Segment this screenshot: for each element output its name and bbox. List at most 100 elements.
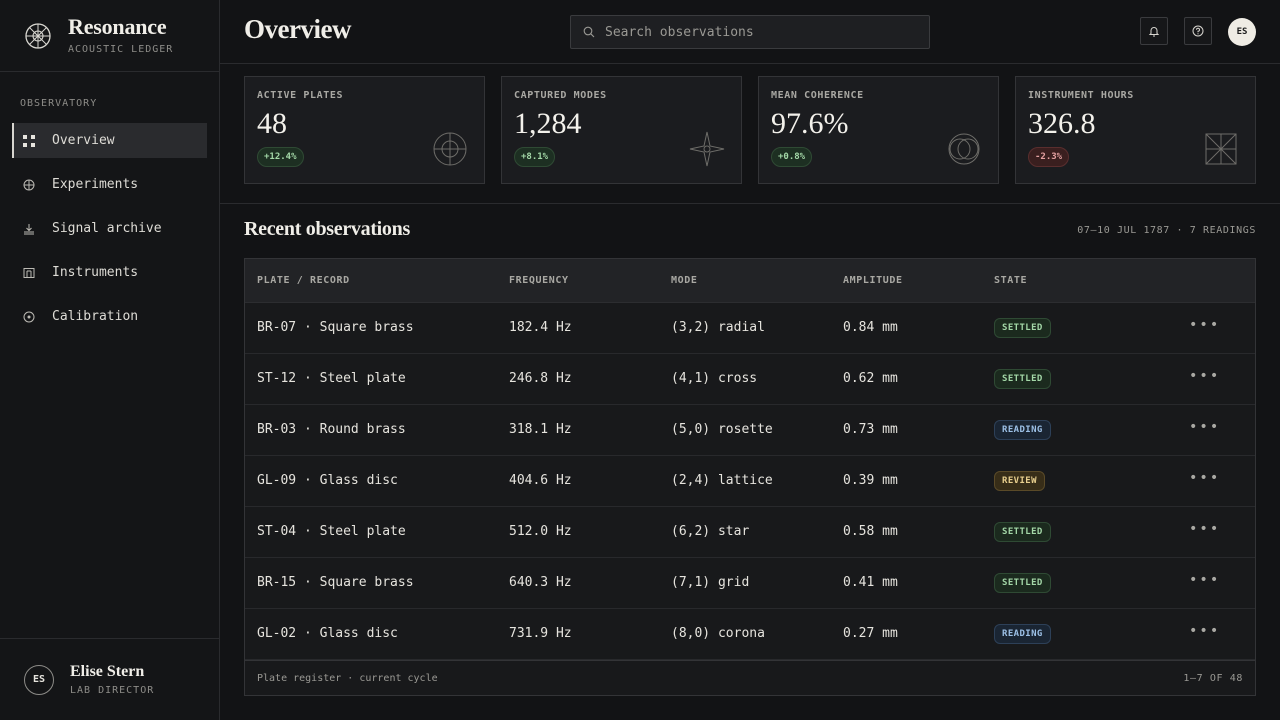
resonance-logo-icon <box>25 22 51 49</box>
stat-value: 97.6% <box>771 107 849 140</box>
section-divider <box>220 203 1280 204</box>
user-avatar-button[interactable]: ES <box>1228 18 1256 46</box>
grid-plate-icon <box>1205 133 1237 165</box>
cell-record: ST-04 · Steel plate <box>257 524 406 539</box>
table-row[interactable]: BR-07 · Square brass 182.4 Hz (3,2) radial… <box>245 303 1255 354</box>
avatar: ES <box>24 664 54 695</box>
help-button[interactable] <box>1184 17 1212 45</box>
stat-label: ACTIVE PLATES <box>257 90 344 101</box>
row-more-options-icon[interactable]: ••• <box>1189 317 1221 333</box>
cell-record: BR-15 · Square brass <box>257 575 414 590</box>
table-row[interactable]: ST-12 · Steel plate 246.8 Hz (4,1) cross 0.… <box>245 354 1255 405</box>
nav-section-label: OBSERVATORY <box>20 98 98 109</box>
stat-value: 326.8 <box>1028 107 1096 140</box>
notifications-button[interactable] <box>1140 17 1168 45</box>
cell-frequency: 640.3 Hz <box>509 575 572 590</box>
stat-label: INSTRUMENT HOURS <box>1028 90 1134 101</box>
table-row[interactable]: GL-09 · Glass disc 404.6 Hz (2,4) lattice 0… <box>245 456 1255 507</box>
row-more-options-icon[interactable]: ••• <box>1189 368 1221 384</box>
cell-mode: (4,1) cross <box>671 371 758 386</box>
observations-table: PLATE / RECORD FREQUENCY MODE AMPLITUDE … <box>244 258 1256 696</box>
stat-delta-badge: +8.1% <box>514 147 556 167</box>
cell-amplitude: 0.73 mm <box>843 422 898 437</box>
compass-star-icon <box>689 131 725 167</box>
crosshair-circle-icon <box>433 132 467 166</box>
section-title: Recent observations <box>244 218 410 240</box>
footer-caption: Plate register · current cycle <box>257 672 438 684</box>
row-more-options-icon[interactable]: ••• <box>1189 623 1221 639</box>
stats-row: ACTIVE PLATES 48 +12.4% CAPTURED MODES 1… <box>244 76 1256 184</box>
page-title: Overview <box>244 14 351 44</box>
row-more-options-icon[interactable]: ••• <box>1189 419 1221 435</box>
column-header[interactable]: FREQUENCY <box>509 275 569 286</box>
pagination-info: 1–7 OF 48 <box>1183 672 1243 684</box>
column-header[interactable]: MODE <box>671 275 698 286</box>
user-profile[interactable]: ES Elise Stern LAB DIRECTOR <box>0 638 219 720</box>
column-header[interactable]: AMPLITUDE <box>843 275 903 286</box>
search-icon <box>583 26 595 38</box>
main-content: Overview ES ACTIVE PLATES 48 +12.4% CAPT… <box>220 0 1280 720</box>
stat-label: CAPTURED MODES <box>514 90 607 101</box>
sidebar-item-label: Signal archive <box>52 221 162 236</box>
sidebar-item-instruments[interactable]: Instruments <box>12 255 207 290</box>
cell-frequency: 404.6 Hz <box>509 473 572 488</box>
cell-record: BR-03 · Round brass <box>257 422 406 437</box>
archive-icon <box>22 222 36 236</box>
cell-amplitude: 0.62 mm <box>843 371 898 386</box>
sidebar: Resonance ACOUSTIC LEDGER OBSERVATORY Ov… <box>0 0 220 720</box>
instrument-icon <box>22 266 36 280</box>
topbar: Overview ES <box>220 0 1280 64</box>
cell-record: GL-09 · Glass disc <box>257 473 398 488</box>
cell-mode: (8,0) corona <box>671 626 765 641</box>
sidebar-item-overview[interactable]: Overview <box>12 123 207 158</box>
stat-value: 48 <box>257 107 287 140</box>
stat-label: MEAN COHERENCE <box>771 90 864 101</box>
grid-icon <box>22 134 36 148</box>
interference-circles-icon <box>948 133 980 165</box>
sidebar-item-experiments[interactable]: Experiments <box>12 167 207 202</box>
cell-amplitude: 0.27 mm <box>843 626 898 641</box>
status-badge: SETTLED <box>994 573 1051 593</box>
cell-amplitude: 0.39 mm <box>843 473 898 488</box>
cell-frequency: 512.0 Hz <box>509 524 572 539</box>
table-row[interactable]: BR-15 · Square brass 640.3 Hz (7,1) grid 0.… <box>245 558 1255 609</box>
search-bar[interactable] <box>570 15 930 49</box>
table-body: BR-07 · Square brass 182.4 Hz (3,2) radial… <box>245 303 1255 660</box>
row-more-options-icon[interactable]: ••• <box>1189 470 1221 486</box>
sidebar-nav: Overview Experiments Signal archive Inst… <box>12 123 207 343</box>
row-more-options-icon[interactable]: ••• <box>1189 572 1221 588</box>
stat-delta-badge: -2.3% <box>1028 147 1070 167</box>
table-row[interactable]: GL-02 · Glass disc 731.9 Hz (8,0) corona 0.… <box>245 609 1255 660</box>
cell-frequency: 246.8 Hz <box>509 371 572 386</box>
column-header[interactable]: PLATE / RECORD <box>257 275 350 286</box>
table-row[interactable]: ST-04 · Steel plate 512.0 Hz (6,2) star 0.5… <box>245 507 1255 558</box>
sidebar-item-signal-archive[interactable]: Signal archive <box>12 211 207 246</box>
stat-card-captured-modes: CAPTURED MODES 1,284 +8.1% <box>501 76 742 184</box>
user-name: Elise Stern <box>70 663 145 680</box>
stat-value: 1,284 <box>514 107 582 140</box>
table-row[interactable]: BR-03 · Round brass 318.1 Hz (5,0) rosette… <box>245 405 1255 456</box>
bell-icon <box>1148 27 1160 37</box>
cell-mode: (7,1) grid <box>671 575 750 590</box>
brand-title: Resonance <box>68 14 167 39</box>
brand-subtitle: ACOUSTIC LEDGER <box>68 44 174 55</box>
table-footer: Plate register · current cycle 1–7 OF 48 <box>245 660 1255 695</box>
sidebar-item-label: Overview <box>52 133 115 148</box>
column-header[interactable]: STATE <box>994 275 1028 286</box>
status-badge: SETTLED <box>994 522 1051 542</box>
cell-frequency: 318.1 Hz <box>509 422 572 437</box>
stat-card-instrument-hours: INSTRUMENT HOURS 326.8 -2.3% <box>1015 76 1256 184</box>
sidebar-item-calibration[interactable]: Calibration <box>12 299 207 334</box>
status-badge: READING <box>994 420 1051 440</box>
status-badge: SETTLED <box>994 369 1051 389</box>
cell-amplitude: 0.58 mm <box>843 524 898 539</box>
stat-card-active-plates: ACTIVE PLATES 48 +12.4% <box>244 76 485 184</box>
search-input[interactable] <box>605 24 905 40</box>
crosshair-icon <box>22 178 36 192</box>
cell-mode: (5,0) rosette <box>671 422 773 437</box>
sidebar-item-label: Experiments <box>52 177 139 192</box>
brand: Resonance ACOUSTIC LEDGER <box>0 0 219 72</box>
row-more-options-icon[interactable]: ••• <box>1189 521 1221 537</box>
status-badge: REVIEW <box>994 471 1045 491</box>
table-header: PLATE / RECORD FREQUENCY MODE AMPLITUDE … <box>245 259 1255 303</box>
